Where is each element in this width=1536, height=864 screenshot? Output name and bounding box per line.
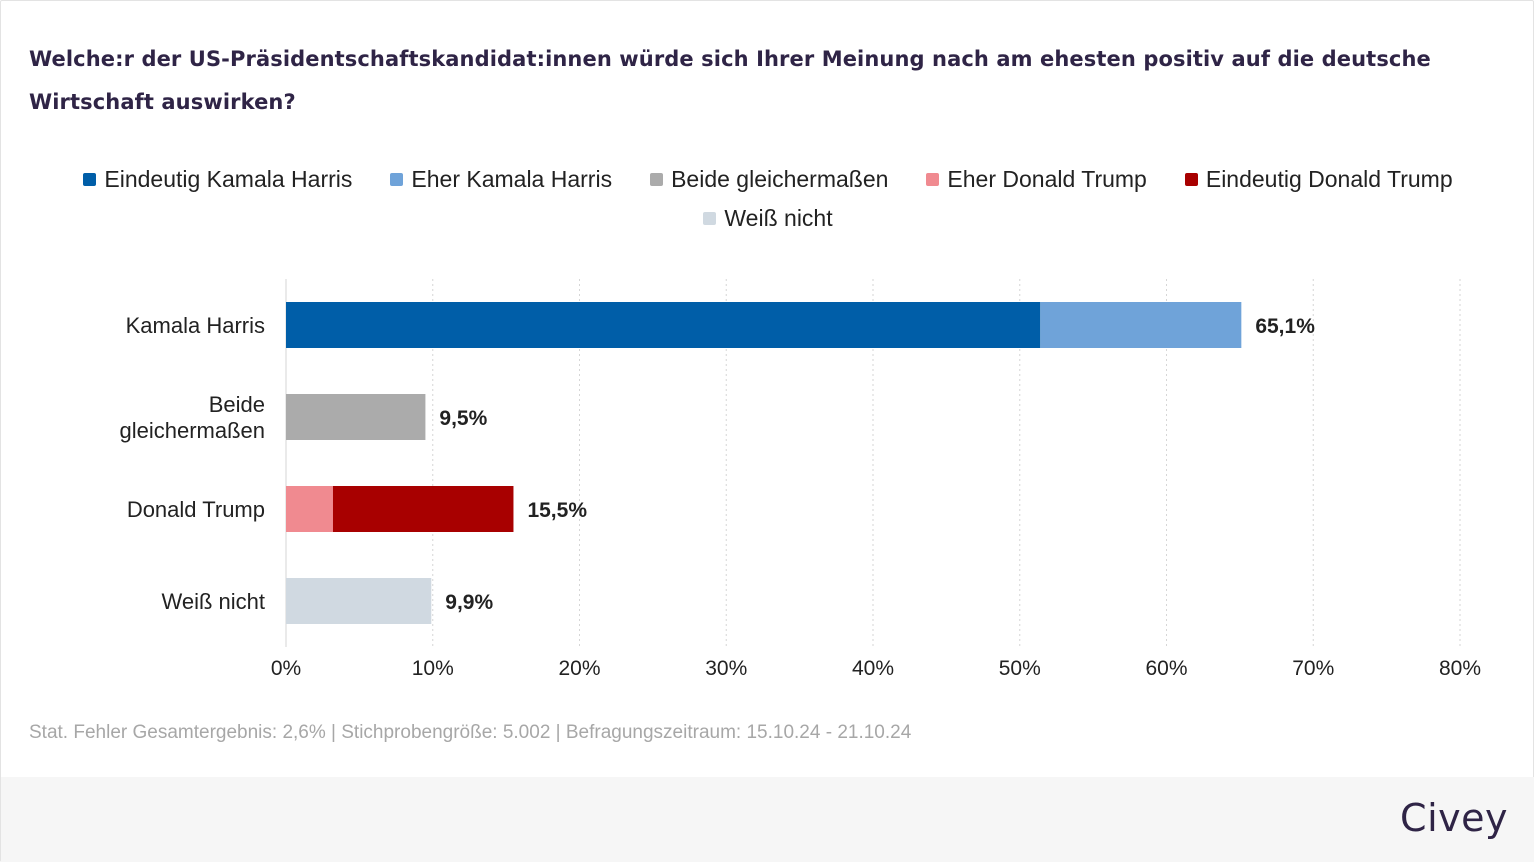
legend-item-eindeutig-trump[interactable]: Eindeutig Donald Trump — [1184, 166, 1453, 193]
legend-swatch — [390, 173, 404, 186]
legend-label: Eher Kamala Harris — [411, 166, 613, 192]
bar-value-label: 15,5% — [527, 499, 587, 522]
footer-band — [1, 777, 1534, 862]
chart-title: Welche:r der US-Präsidentschaftskandidat… — [29, 47, 1431, 114]
legend-item-beide[interactable]: Beide gleichermaßen — [650, 166, 888, 193]
legend-item-weiss-nicht[interactable]: Weiß nicht — [703, 205, 833, 232]
bar-value-label: 9,9% — [445, 591, 493, 614]
legend-label: Beide gleichermaßen — [671, 166, 889, 192]
x-tick-label: 80% — [1439, 657, 1481, 680]
x-tick-label: 30% — [705, 657, 747, 680]
legend-swatch — [1184, 173, 1198, 186]
legend-swatch — [650, 173, 664, 186]
bar-segment — [1040, 302, 1242, 348]
bar-segment — [286, 578, 432, 624]
legend-item-eher-trump[interactable]: Eher Donald Trump — [926, 166, 1147, 193]
bar-segment — [332, 486, 514, 532]
legend-swatch — [703, 212, 717, 225]
category-label: Beide gleichermaßen — [119, 392, 265, 443]
legend-label: Eindeutig Kamala Harris — [104, 166, 353, 192]
x-tick-label: 60% — [1145, 657, 1187, 680]
x-tick-label: 0% — [271, 657, 301, 680]
x-tick-label: 10% — [412, 657, 454, 680]
x-tick-label: 40% — [852, 657, 894, 680]
category-label: Kamala Harris — [126, 313, 265, 338]
legend-label: Eher Donald Trump — [947, 166, 1147, 192]
footer-note: Stat. Fehler Gesamtergebnis: 2,6% | Stic… — [29, 722, 912, 743]
brand-logo: Civey — [1400, 796, 1508, 840]
bar-chart: 0% 10% 20% 30% 40% 50% 60% 70% 80% 65,1% Kamala Ha… — [119, 279, 1481, 680]
bar-segment — [286, 394, 426, 440]
category-label: Donald Trump — [127, 497, 265, 522]
legend-row-2: Weiß nicht — [0, 205, 1536, 232]
bar-value-label: 65,1% — [1255, 315, 1315, 338]
legend-swatch — [926, 173, 940, 186]
bar-value-label: 9,5% — [439, 407, 487, 430]
legend-swatch — [83, 173, 97, 186]
category-label: Weiß nicht — [161, 589, 265, 614]
x-tick-label: 50% — [999, 657, 1041, 680]
legend-item-eindeutig-harris[interactable]: Eindeutig Kamala Harris — [83, 166, 352, 193]
x-tick-label: 20% — [558, 657, 600, 680]
bar-segment — [286, 486, 333, 532]
legend-row-1: Eindeutig Kamala Harris Eher Kamala Harr… — [0, 166, 1536, 193]
legend-item-eher-harris[interactable]: Eher Kamala Harris — [390, 166, 612, 193]
bar-segment — [286, 302, 1041, 348]
x-tick-label: 70% — [1292, 657, 1334, 680]
legend-label: Weiß nicht — [724, 205, 833, 231]
legend-label: Eindeutig Donald Trump — [1205, 166, 1453, 192]
